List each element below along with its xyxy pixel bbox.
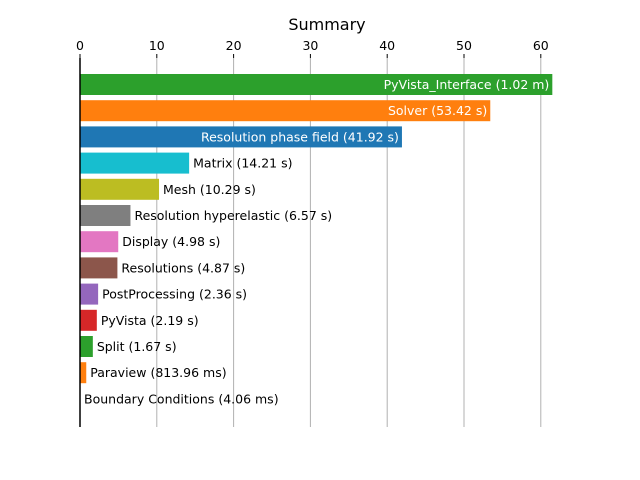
x-tick-label: 20 [226,38,242,53]
bar [80,257,118,279]
x-tick-label: 30 [302,38,318,53]
bar-label: PostProcessing (2.36 s) [102,287,247,302]
bar [80,205,131,226]
x-tick-label: 50 [456,38,472,53]
bar-label: PyVista_Interface (1.02 m) [384,77,550,92]
bar [80,309,97,331]
bar [80,362,87,384]
bar-label: Resolution phase field (41.92 s) [201,129,399,144]
x-tick-label: 10 [149,38,165,53]
bar [80,100,491,122]
bar-label: Paraview (813.96 ms) [90,365,226,380]
bar-label: Display (4.98 s) [122,234,220,249]
x-tick-label: 40 [379,38,395,53]
bar [80,74,553,95]
chart-title: Summary [288,15,365,34]
bar-label: Resolutions (4.87 s) [121,260,245,275]
bar [80,231,119,253]
bar [80,152,190,174]
bar [80,283,99,305]
bar-label: Split (1.67 s) [97,339,177,354]
x-tick-label: 0 [76,38,84,53]
x-tick-label: 60 [533,38,549,53]
bar-label: Matrix (14.21 s) [193,156,292,171]
bar [80,336,93,357]
bar-label: Mesh (10.29 s) [163,182,256,197]
bar-label: Boundary Conditions (4.06 ms) [84,391,279,406]
bars: PyVista_Interface (1.02 m) Solver (53.42 … [80,74,553,410]
bar-label: Resolution hyperelastic (6.57 s) [134,208,332,223]
x-axis-ticks: 0 10 20 30 40 50 60 [76,38,549,58]
bar-label: PyVista (2.19 s) [101,313,199,328]
bar [80,178,160,200]
bar-label: Solver (53.42 s) [388,103,487,118]
bar [80,126,402,148]
